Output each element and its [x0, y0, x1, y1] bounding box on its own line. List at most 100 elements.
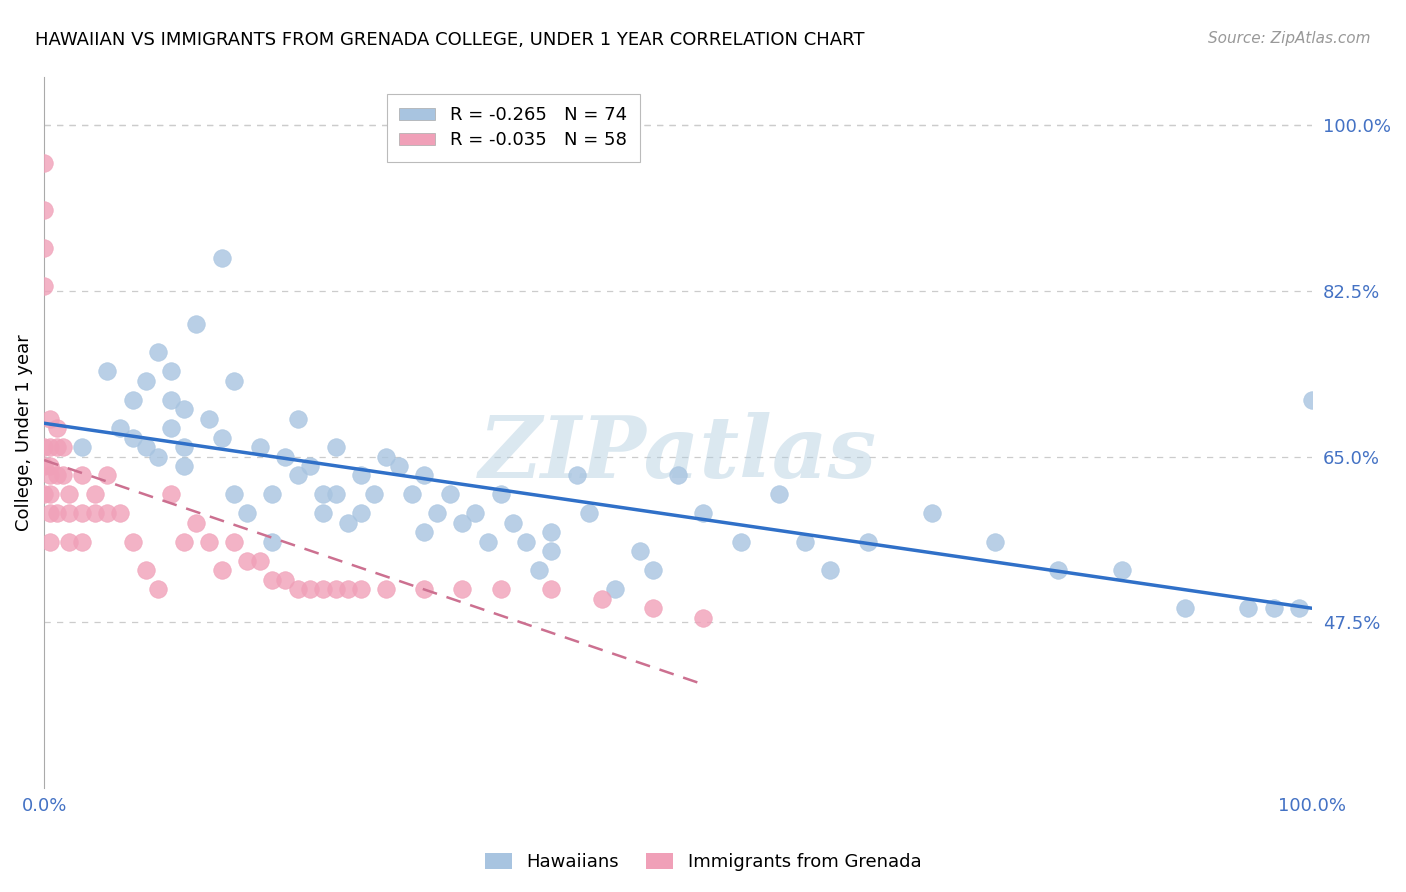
- Point: [489, 582, 512, 597]
- Point: [641, 563, 664, 577]
- Point: [236, 507, 259, 521]
- Point: [287, 411, 309, 425]
- Point: [325, 487, 347, 501]
- Point: [52, 440, 75, 454]
- Point: [413, 525, 436, 540]
- Point: [160, 421, 183, 435]
- Point: [1263, 601, 1285, 615]
- Point: [83, 487, 105, 501]
- Point: [1174, 601, 1197, 615]
- Legend: R = -0.265   N = 74, R = -0.035   N = 58: R = -0.265 N = 74, R = -0.035 N = 58: [387, 94, 640, 162]
- Point: [451, 516, 474, 530]
- Point: [148, 345, 170, 359]
- Point: [211, 563, 233, 577]
- Text: Source: ZipAtlas.com: Source: ZipAtlas.com: [1208, 31, 1371, 46]
- Point: [299, 582, 322, 597]
- Point: [58, 534, 80, 549]
- Point: [439, 487, 461, 501]
- Point: [1047, 563, 1070, 577]
- Point: [337, 516, 360, 530]
- Point: [160, 364, 183, 378]
- Text: HAWAIIAN VS IMMIGRANTS FROM GRENADA COLLEGE, UNDER 1 YEAR CORRELATION CHART: HAWAIIAN VS IMMIGRANTS FROM GRENADA COLL…: [35, 31, 865, 49]
- Point: [287, 468, 309, 483]
- Point: [325, 440, 347, 454]
- Point: [363, 487, 385, 501]
- Point: [96, 468, 118, 483]
- Point: [45, 421, 67, 435]
- Point: [666, 468, 689, 483]
- Point: [121, 431, 143, 445]
- Point: [249, 440, 271, 454]
- Point: [224, 487, 246, 501]
- Point: [793, 534, 815, 549]
- Point: [70, 440, 93, 454]
- Point: [350, 582, 373, 597]
- Point: [173, 440, 195, 454]
- Point: [211, 251, 233, 265]
- Point: [96, 364, 118, 378]
- Point: [148, 582, 170, 597]
- Point: [375, 582, 398, 597]
- Point: [32, 279, 55, 293]
- Point: [173, 402, 195, 417]
- Point: [39, 507, 62, 521]
- Point: [312, 487, 335, 501]
- Point: [39, 534, 62, 549]
- Point: [70, 534, 93, 549]
- Point: [186, 317, 208, 331]
- Point: [274, 573, 297, 587]
- Point: [337, 582, 360, 597]
- Point: [39, 411, 62, 425]
- Point: [262, 487, 284, 501]
- Point: [591, 591, 613, 606]
- Point: [32, 440, 55, 454]
- Point: [515, 534, 537, 549]
- Point: [39, 440, 62, 454]
- Point: [540, 525, 562, 540]
- Point: [58, 487, 80, 501]
- Point: [388, 458, 411, 473]
- Point: [984, 534, 1007, 549]
- Point: [540, 582, 562, 597]
- Point: [312, 582, 335, 597]
- Point: [198, 411, 221, 425]
- Point: [108, 421, 131, 435]
- Point: [477, 534, 499, 549]
- Point: [96, 507, 118, 521]
- Point: [299, 458, 322, 473]
- Point: [173, 534, 195, 549]
- Point: [287, 582, 309, 597]
- Point: [39, 458, 62, 473]
- Point: [921, 507, 943, 521]
- Point: [768, 487, 790, 501]
- Point: [1237, 601, 1260, 615]
- Point: [45, 507, 67, 521]
- Point: [83, 507, 105, 521]
- Point: [312, 507, 335, 521]
- Point: [692, 507, 714, 521]
- Point: [502, 516, 524, 530]
- Point: [121, 534, 143, 549]
- Point: [489, 487, 512, 501]
- Point: [32, 458, 55, 473]
- Point: [45, 440, 67, 454]
- Point: [39, 468, 62, 483]
- Point: [641, 601, 664, 615]
- Point: [121, 392, 143, 407]
- Point: [350, 507, 373, 521]
- Point: [692, 610, 714, 624]
- Point: [730, 534, 752, 549]
- Point: [464, 507, 486, 521]
- Point: [135, 374, 157, 388]
- Point: [413, 468, 436, 483]
- Point: [856, 534, 879, 549]
- Point: [70, 507, 93, 521]
- Point: [186, 516, 208, 530]
- Point: [173, 458, 195, 473]
- Point: [160, 487, 183, 501]
- Point: [426, 507, 449, 521]
- Point: [1301, 392, 1323, 407]
- Point: [262, 534, 284, 549]
- Point: [135, 563, 157, 577]
- Point: [148, 450, 170, 464]
